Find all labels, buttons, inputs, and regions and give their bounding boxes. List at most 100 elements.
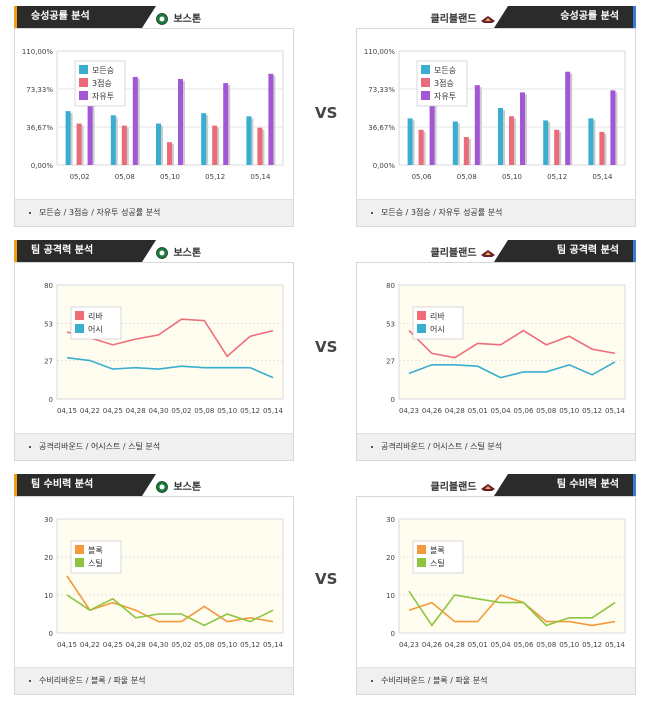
bar-모든승-05,10 — [156, 123, 161, 165]
chart-box: 110,00% 73,33% 36,67% 0,00% 05,06 05,08 05,10 0… — [356, 28, 636, 227]
x-tick-label: 05,08 — [194, 407, 214, 415]
y-tick-label: 53 — [44, 320, 53, 328]
panel-header: 승성공률 분석 클리블랜드 — [356, 6, 636, 28]
panel-header: 팀 공격력 분석 클리블랜드 — [356, 240, 636, 262]
y-tick-label: 30 — [44, 516, 53, 524]
bar-모든승-05,12 — [201, 113, 207, 165]
chart-area: 30 20 10 0 04,15 04,22 04,25 04,28 04,30 05,02 05,… — [15, 497, 293, 667]
team-name-label: 보스톤 — [173, 14, 202, 25]
chart-box: 80 53 27 0 04,15 04,22 04,25 04,28 04,30 05,02 05,… — [14, 262, 294, 461]
bar-자유투-05,10 — [520, 92, 525, 165]
x-tick-label: 04,28 — [445, 641, 465, 649]
x-tick-label: 04,26 — [422, 407, 443, 415]
bar-모든승-05,08 — [110, 115, 116, 165]
panel-footer: 모든승 / 3점승 / 자유투 성공률 분석 — [357, 199, 635, 226]
x-tick-label: 05,06 — [412, 173, 433, 181]
x-tick-label: 05,14 — [592, 173, 613, 181]
legend-swatch — [421, 78, 430, 87]
bar-3점승-05,08 — [121, 125, 127, 165]
legend-swatch — [79, 91, 88, 100]
y-tick-label: 73,33% — [26, 86, 53, 94]
chart-area: 30 20 10 0 04,23 04,26 04,28 05,01 05,04 05,06 05,… — [357, 497, 635, 667]
x-tick-label: 05,14 — [605, 407, 626, 415]
footer-text: 수비리바운드 / 블록 / 파울 분석 — [39, 676, 146, 685]
chart-box: 30 20 10 0 04,15 04,22 04,25 04,28 04,30 05,02 05,… — [14, 496, 294, 695]
legend-swatch — [75, 558, 84, 567]
bar-자유투-05,14 — [610, 90, 616, 165]
chart-area: 110,00% 73,33% 36,67% 0,00% 05,06 05,08 05,10 0… — [357, 29, 635, 199]
x-tick-label: 04,15 — [57, 407, 77, 415]
bar-3점승-05,12 — [212, 125, 218, 165]
legend-label: 자유투 — [92, 92, 114, 101]
legend-swatch — [417, 545, 426, 554]
y-tick-label: 36,67% — [368, 124, 395, 132]
footer-text: 공격리바운드 / 어시스트 / 스틸 분석 — [381, 442, 503, 451]
x-tick-label: 05,10 — [502, 173, 522, 181]
legend-swatch — [75, 311, 84, 320]
team-name-label: 보스톤 — [173, 482, 202, 493]
x-tick-label: 04,23 — [399, 407, 419, 415]
x-tick-label: 05,06 — [513, 407, 534, 415]
panel-footer: 공격리바운드 / 어시스트 / 스틸 분석 — [357, 433, 635, 460]
bar-3점승-05,02 — [76, 123, 82, 165]
panel-footer: 모든승 / 3점승 / 자유투 성공률 분석 — [15, 199, 293, 226]
x-tick-label: 05,12 — [240, 641, 260, 649]
panel-footer: 수비리바운드 / 블록 / 파울 분석 — [15, 667, 293, 694]
chart-panel-left: 팀 수비력 분석 보스톤 30 20 10 0 04,15 04,22 04,25 04,28 0… — [14, 474, 294, 695]
series-line-블록 — [408, 594, 616, 627]
y-tick-label: 0,00% — [31, 162, 54, 170]
bar-3점승-05,14 — [257, 127, 263, 165]
panel-title: 승성공률 분석 — [494, 6, 636, 28]
bar-자유투-05,08 — [132, 76, 138, 165]
series-line-어시 — [66, 356, 274, 379]
bar-모든승-05,10 — [498, 108, 503, 165]
x-tick-label: 05,06 — [513, 641, 534, 649]
legend-label: 모든승 — [434, 66, 456, 75]
legend-label: 블록 — [88, 545, 103, 555]
x-tick-label: 05,12 — [547, 173, 567, 181]
chart-panel-left: 승성공률 분석 보스톤 110,00% 73,33% 36,67% 0,00% 05,02… — [14, 6, 294, 227]
x-tick-label: 04,28 — [445, 407, 465, 415]
x-tick-label: 05,10 — [559, 407, 579, 415]
celtics-logo-icon — [156, 481, 168, 493]
x-tick-label: 05,10 — [160, 173, 180, 181]
plot-area — [56, 284, 284, 400]
y-tick-label: 20 — [386, 554, 395, 562]
legend-swatch — [75, 545, 84, 554]
legend-label: 스틸 — [430, 558, 445, 568]
bar-모든승-05,12 — [543, 120, 549, 165]
series-line-블록 — [66, 575, 274, 623]
series-line-스틸 — [66, 594, 274, 627]
team-name-label: 클리블랜드 — [430, 248, 477, 259]
footer-text: 모든승 / 3점승 / 자유투 성공률 분석 — [39, 208, 161, 217]
x-tick-label: 05,04 — [491, 407, 512, 415]
x-tick-label: 04,22 — [80, 407, 100, 415]
x-tick-label: 05,12 — [205, 173, 225, 181]
y-tick-label: 0,00% — [373, 162, 396, 170]
legend-swatch — [421, 91, 430, 100]
panel-title: 팀 수비력 분석 — [14, 474, 156, 496]
panel-header: 팀 공격력 분석 보스톤 — [14, 240, 294, 262]
x-tick-label: 05,02 — [171, 641, 191, 649]
footer-text: 수비리바운드 / 블록 / 파울 분석 — [381, 676, 488, 685]
team-name: 클리블랜드 — [431, 244, 496, 259]
team-name: 보스톤 — [154, 244, 201, 259]
bar-자유투-05,02 — [87, 87, 93, 165]
bar-3점승-05,10 — [167, 142, 172, 165]
legend-label: 모든승 — [92, 66, 114, 75]
x-tick-label: 05,14 — [263, 641, 284, 649]
x-tick-label: 05,01 — [468, 407, 488, 415]
bar-3점승-05,06 — [418, 129, 424, 165]
x-tick-label: 05,08 — [115, 173, 135, 181]
vs-label: VS — [315, 570, 338, 588]
x-tick-label: 05,12 — [240, 407, 260, 415]
series-line-리바 — [408, 329, 616, 359]
y-tick-label: 30 — [386, 516, 395, 524]
y-tick-label: 10 — [386, 592, 395, 600]
